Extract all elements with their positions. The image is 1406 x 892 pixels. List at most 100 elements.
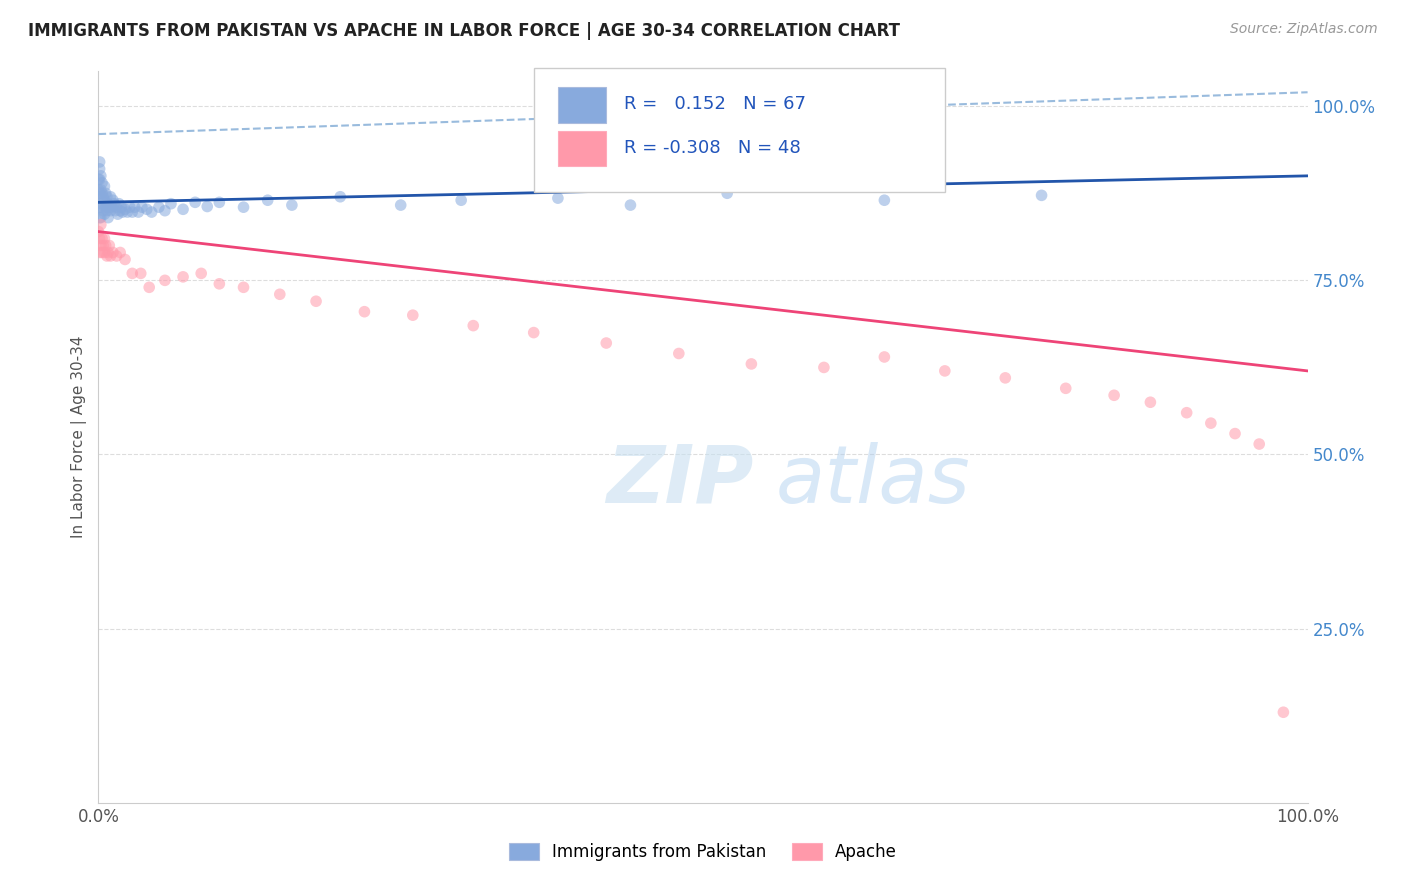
- Point: [121, 266, 143, 280]
- Point: [111, 205, 134, 219]
- Point: [91, 186, 114, 201]
- Point: [138, 280, 160, 294]
- Point: [89, 245, 111, 260]
- Point: [1054, 381, 1077, 395]
- Point: [153, 273, 176, 287]
- Point: [127, 205, 149, 219]
- Point: [91, 245, 114, 260]
- Point: [740, 357, 762, 371]
- Point: [100, 190, 122, 204]
- Point: [91, 176, 114, 190]
- Text: R = -0.308   N = 48: R = -0.308 N = 48: [624, 139, 801, 157]
- Point: [1272, 705, 1295, 719]
- FancyBboxPatch shape: [558, 87, 606, 122]
- Point: [101, 193, 124, 207]
- Point: [96, 203, 118, 218]
- Point: [305, 294, 328, 309]
- Point: [93, 231, 115, 245]
- Point: [91, 203, 114, 218]
- Point: [1031, 188, 1053, 202]
- Point: [97, 196, 120, 211]
- Point: [1249, 437, 1271, 451]
- Point: [89, 172, 111, 186]
- Point: [124, 200, 146, 214]
- Point: [141, 205, 163, 219]
- Point: [934, 364, 956, 378]
- Point: [269, 287, 291, 301]
- Point: [172, 269, 194, 284]
- Point: [89, 155, 111, 169]
- Point: [1175, 406, 1198, 420]
- Point: [96, 190, 118, 204]
- Text: atlas: atlas: [776, 442, 970, 520]
- Point: [89, 231, 111, 245]
- Point: [160, 196, 183, 211]
- Text: R =   0.152   N = 67: R = 0.152 N = 67: [624, 95, 807, 113]
- Point: [91, 238, 114, 252]
- Point: [329, 190, 352, 204]
- Point: [97, 211, 120, 225]
- Point: [402, 308, 425, 322]
- Point: [389, 198, 412, 212]
- Point: [118, 200, 141, 214]
- Point: [114, 202, 136, 217]
- Point: [90, 211, 112, 225]
- Point: [90, 238, 112, 252]
- Point: [463, 318, 485, 333]
- Point: [87, 190, 110, 204]
- Point: [190, 266, 212, 280]
- Point: [184, 195, 207, 210]
- Point: [195, 200, 218, 214]
- Point: [87, 172, 110, 186]
- Point: [668, 346, 690, 360]
- Point: [101, 245, 124, 260]
- Point: [89, 200, 111, 214]
- Point: [100, 249, 122, 263]
- Point: [93, 179, 115, 194]
- Point: [105, 200, 128, 214]
- Point: [873, 193, 896, 207]
- Point: [90, 183, 112, 197]
- Point: [105, 249, 128, 263]
- Point: [98, 238, 121, 252]
- Point: [98, 200, 121, 214]
- Point: [1139, 395, 1161, 409]
- Point: [135, 202, 157, 217]
- Point: [87, 183, 110, 197]
- Point: [96, 249, 118, 263]
- Point: [108, 203, 131, 218]
- Point: [108, 245, 131, 260]
- Point: [1102, 388, 1125, 402]
- Point: [172, 202, 194, 217]
- Point: [619, 198, 641, 212]
- Point: [114, 252, 136, 267]
- Point: [281, 198, 304, 212]
- Point: [523, 326, 546, 340]
- Point: [1223, 426, 1246, 441]
- Point: [232, 280, 254, 294]
- Point: [93, 193, 115, 207]
- Point: [121, 205, 143, 219]
- Point: [595, 336, 617, 351]
- Point: [94, 200, 117, 214]
- Point: [148, 200, 170, 214]
- Point: [90, 196, 112, 211]
- Point: [94, 238, 117, 252]
- Point: [89, 161, 111, 176]
- Point: [93, 245, 115, 260]
- Y-axis label: In Labor Force | Age 30-34: In Labor Force | Age 30-34: [72, 335, 87, 539]
- Point: [104, 203, 127, 218]
- Point: [90, 169, 112, 183]
- Point: [208, 277, 231, 291]
- Text: IMMIGRANTS FROM PAKISTAN VS APACHE IN LABOR FORCE | AGE 30-34 CORRELATION CHART: IMMIGRANTS FROM PAKISTAN VS APACHE IN LA…: [28, 22, 900, 40]
- Point: [107, 207, 129, 221]
- Point: [450, 193, 472, 207]
- Point: [94, 186, 117, 201]
- Point: [256, 193, 278, 207]
- Point: [87, 225, 110, 239]
- Point: [547, 191, 569, 205]
- Point: [100, 200, 122, 214]
- Point: [97, 245, 120, 260]
- Point: [110, 200, 132, 214]
- Point: [716, 186, 738, 201]
